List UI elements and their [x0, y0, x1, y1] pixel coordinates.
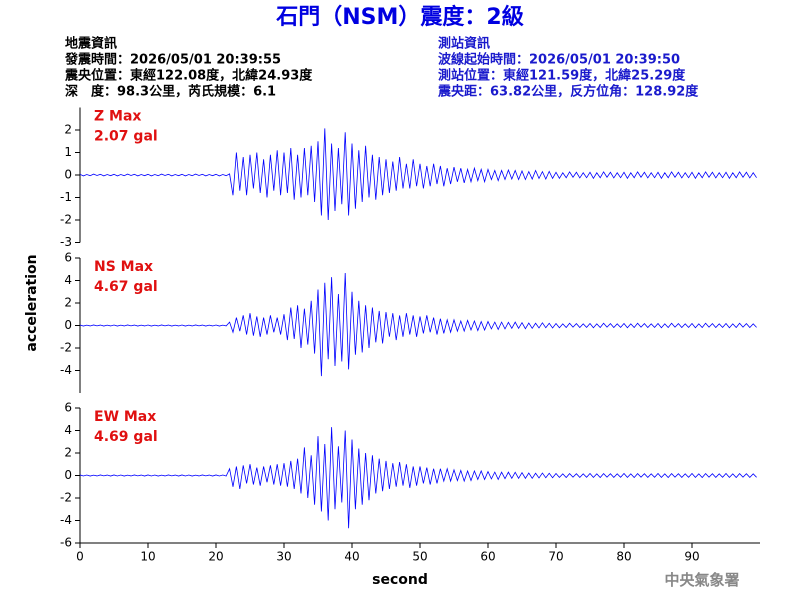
y-tick-label: -6	[60, 536, 72, 550]
annotation: EW Max	[94, 409, 156, 425]
y-tick-label: -4	[60, 513, 72, 527]
x-tick-label: 80	[616, 550, 631, 564]
y-tick-label: 4	[64, 423, 72, 437]
x-tick-label: 50	[412, 550, 427, 564]
annotation: 4.69 gal	[94, 429, 158, 445]
y-tick-label: 2	[64, 446, 72, 460]
y-tick-label: 2	[64, 123, 72, 137]
info-line: 測站資訊	[438, 36, 490, 52]
y-tick-label: 1	[64, 145, 72, 159]
x-tick-label: 70	[548, 550, 563, 564]
annotation: NS Max	[94, 259, 153, 275]
info-line: 震央位置：東經122.08度，北緯24.93度	[64, 68, 313, 84]
waveform	[79, 128, 757, 221]
waveform	[79, 272, 757, 377]
info-line: 發震時間：2026/05/01 20:39:55	[64, 52, 281, 68]
x-tick-label: 90	[684, 550, 699, 564]
chart-title: 石門（NSM）震度：2級	[275, 4, 523, 30]
info-line: 地震資訊	[65, 36, 117, 52]
info-line: 震央距：63.82公里，反方位角：128.92度	[437, 84, 699, 100]
y-tick-label: -4	[60, 363, 72, 377]
y-tick-label: -1	[60, 190, 72, 204]
x-tick-label: 0	[76, 550, 84, 564]
y-tick-label: -2	[60, 341, 72, 355]
x-tick-label: 40	[344, 550, 359, 564]
annotation: 4.67 gal	[94, 279, 158, 295]
y-tick-label: 4	[64, 273, 72, 287]
x-tick-label: 10	[140, 550, 155, 564]
info-line: 波線起始時間：2026/05/01 20:39:50	[438, 52, 680, 68]
y-tick-label: 6	[64, 251, 72, 265]
y-tick-label: -2	[60, 491, 72, 505]
x-axis-label: second	[372, 572, 428, 588]
y-tick-label: 0	[64, 468, 72, 482]
y-tick-label: 0	[64, 318, 72, 332]
y-axis-label: acceleration	[24, 254, 40, 351]
waveform	[79, 427, 757, 529]
y-tick-label: 6	[64, 401, 72, 415]
annotation: Z Max	[94, 109, 141, 125]
x-tick-label: 20	[208, 550, 223, 564]
x-tick-label: 60	[480, 550, 495, 564]
footer: 中央氣象署	[664, 571, 739, 589]
annotation: 2.07 gal	[94, 129, 158, 145]
y-tick-label: 0	[64, 168, 72, 182]
y-tick-label: -3	[60, 235, 72, 249]
y-tick-label: -2	[60, 213, 72, 227]
x-tick-label: 30	[276, 550, 291, 564]
info-line: 深 度：98.3公里，芮氏規模：6.1	[65, 84, 276, 100]
y-tick-label: 2	[64, 296, 72, 310]
info-line: 測站位置：東經121.59度，北緯25.29度	[438, 68, 686, 84]
